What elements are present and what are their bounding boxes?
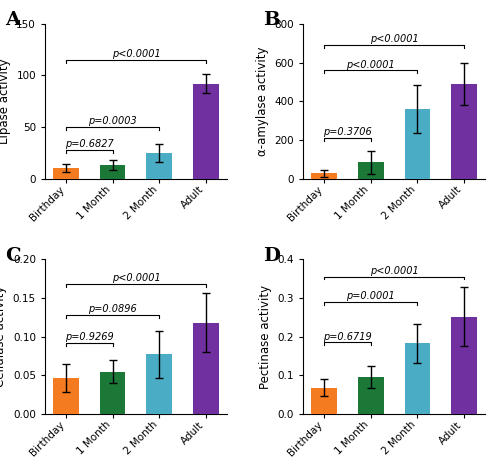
Bar [146,153,172,178]
Text: p<0.0001: p<0.0001 [112,50,160,60]
Bar [54,169,79,178]
Bar [146,355,172,414]
Bar [358,377,384,414]
Text: p=0.6719: p=0.6719 [323,332,372,342]
Bar [312,388,337,414]
Y-axis label: Cellulase activity: Cellulase activity [0,286,8,387]
Text: p=0.3706: p=0.3706 [323,128,372,138]
Y-axis label: Lipase activity: Lipase activity [0,59,10,144]
Text: p=0.0001: p=0.0001 [346,291,395,301]
Text: D: D [263,247,280,265]
Text: p<0.0001: p<0.0001 [112,273,160,283]
Bar [451,317,476,414]
Text: A: A [5,11,20,30]
Bar [404,109,430,178]
Text: p=0.0003: p=0.0003 [88,117,137,127]
Bar [193,84,218,178]
Bar [312,173,337,178]
Bar [100,372,126,414]
Text: p=0.0896: p=0.0896 [88,304,137,314]
Text: p<0.0001: p<0.0001 [370,34,418,44]
Bar [54,378,79,414]
Y-axis label: α-amylase activity: α-amylase activity [256,47,269,156]
Text: p<0.0001: p<0.0001 [346,60,395,69]
Bar [404,343,430,414]
Text: p<0.0001: p<0.0001 [370,266,418,276]
Y-axis label: Pectinase activity: Pectinase activity [259,285,272,389]
Text: B: B [263,11,280,30]
Bar [358,162,384,178]
Bar [451,84,476,178]
Bar [193,323,218,414]
Text: C: C [5,247,20,265]
Text: p=0.9269: p=0.9269 [65,332,114,342]
Bar [100,165,126,178]
Text: p=0.6827: p=0.6827 [65,139,114,149]
